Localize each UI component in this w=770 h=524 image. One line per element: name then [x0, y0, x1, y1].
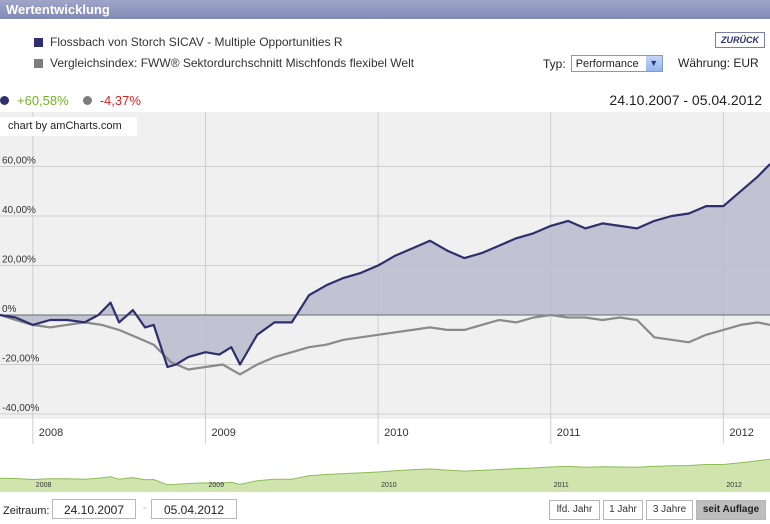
- type-select[interactable]: Performance ▼: [570, 55, 663, 72]
- chart-svg: 60,00% 40,00% 20,00% 0% -20,00% -40,00% 2008 20…: [0, 112, 770, 444]
- scroller-year-label: 2008: [36, 482, 52, 489]
- y-tick-label: 0%: [2, 304, 17, 315]
- period-bar: Zeitraum: 24.10.2007 - 05.04.2012 lfd. J…: [0, 496, 770, 524]
- currency-label: Währung: EUR: [678, 56, 759, 70]
- x-tick-label: 2010: [384, 427, 408, 439]
- section-title-bar: Wertentwicklung: [0, 0, 770, 19]
- legend-fund-swatch: [34, 37, 43, 47]
- scroller-line: [0, 458, 770, 486]
- period-button-3-jahre[interactable]: 3 Jahre: [646, 500, 693, 520]
- y-tick-label: -40,00%: [2, 403, 39, 414]
- performance-summary: +60,58% -4,37%: [0, 93, 141, 108]
- x-tick-label: 2008: [39, 427, 63, 439]
- date-separator: -: [143, 503, 147, 514]
- chart-scroller[interactable]: 2008 2009 2010 2011 2012: [0, 444, 770, 492]
- index-performance: -4,37%: [99, 93, 141, 108]
- fund-area: [0, 164, 770, 367]
- to-date-input[interactable]: 05.04.2012: [151, 499, 237, 519]
- section-title: Wertentwicklung: [6, 2, 110, 17]
- chart-plot-area[interactable]: 60,00% 40,00% 20,00% 0% -20,00% -40,00% 2008 20…: [0, 112, 770, 444]
- x-tick-label: 2009: [211, 427, 235, 439]
- index-series-line: [0, 313, 770, 376]
- scroller-year-label: 2009: [208, 482, 224, 489]
- legend-index-label: Vergleichsindex: FWW® Sektordurchschnitt…: [50, 56, 415, 70]
- chart-header: Flossbach von Storch SICAV - Multiple Op…: [0, 19, 770, 112]
- x-axis-strip: [0, 419, 770, 444]
- y-tick-label: -20,00%: [2, 354, 39, 365]
- period-button-1-jahr[interactable]: 1 Jahr: [603, 500, 643, 520]
- period-button-lfd-jahr[interactable]: lfd. Jahr: [549, 500, 600, 520]
- y-tick-label: 40,00%: [2, 205, 36, 216]
- period-button-seit-auflage[interactable]: seit Auflage: [696, 500, 766, 520]
- fund-performance: +60,58%: [17, 93, 69, 108]
- legend-index-swatch: [34, 58, 43, 68]
- from-date-input[interactable]: 24.10.2007: [52, 499, 136, 519]
- x-tick-label: 2012: [729, 427, 753, 439]
- amcharts-credit[interactable]: chart by amCharts.com: [0, 117, 137, 136]
- back-button[interactable]: ZURÜCK: [715, 32, 765, 48]
- scroller-year-label: 2010: [381, 482, 397, 489]
- chevron-down-icon[interactable]: ▼: [645, 56, 662, 71]
- legend-fund: Flossbach von Storch SICAV - Multiple Op…: [34, 35, 343, 49]
- y-tick-label: 60,00%: [2, 155, 36, 166]
- legend-index: Vergleichsindex: FWW® Sektordurchschnitt…: [34, 56, 414, 70]
- fund-series-line: [0, 163, 770, 369]
- x-tick-label: 2011: [557, 427, 581, 439]
- fund-dot-icon: [0, 96, 9, 105]
- scroller-year-label: 2012: [726, 482, 742, 489]
- date-range: 24.10.2007 - 05.04.2012: [609, 92, 762, 108]
- legend-fund-label: Flossbach von Storch SICAV - Multiple Op…: [50, 35, 343, 49]
- type-select-value: Performance: [575, 58, 639, 70]
- type-selector: Typ: Performance ▼: [543, 55, 663, 72]
- type-label: Typ:: [543, 56, 566, 71]
- y-tick-label: 20,00%: [2, 255, 36, 266]
- index-dot-icon: [82, 96, 92, 105]
- scroller-year-label: 2011: [554, 482, 569, 489]
- scroller-svg: 2008 2009 2010 2011 2012: [0, 458, 770, 492]
- zeitraum-label: Zeitraum:: [3, 505, 50, 517]
